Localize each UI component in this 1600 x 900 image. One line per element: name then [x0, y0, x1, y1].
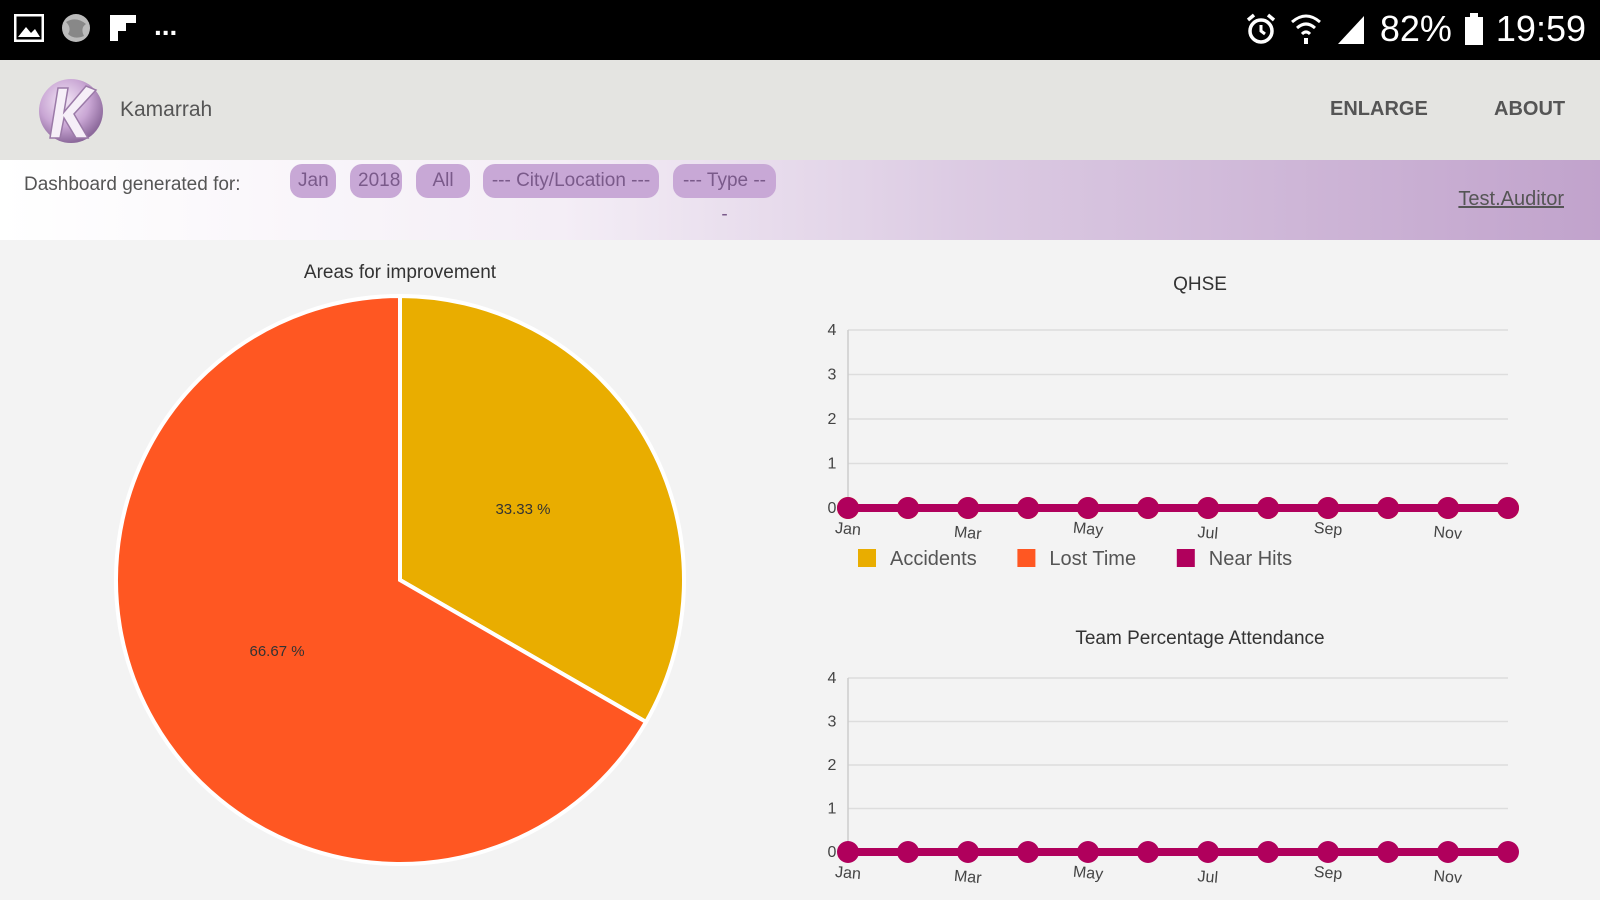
about-button[interactable]: ABOUT	[1494, 98, 1566, 120]
attendance-chart: 0 1 2 3 4 Jan Mar May Jul Sep Nov	[828, 672, 1519, 887]
clock: 19:59	[1495, 8, 1586, 49]
x-tick-label: May	[1072, 864, 1104, 884]
y-tick-label: 4	[828, 672, 837, 687]
y-tick-label: 2	[828, 757, 837, 774]
y-tick-label: 1	[828, 801, 837, 818]
data-point[interactable]	[957, 497, 979, 519]
pie-slice-1[interactable]	[114, 293, 649, 866]
data-point[interactable]	[1437, 841, 1459, 863]
scope-select[interactable]: All	[416, 164, 470, 198]
pie-chart-title: Areas for improvement	[303, 262, 497, 283]
pie-slice-label-0: 33.33 %	[495, 501, 550, 518]
year-select[interactable]: 2018	[350, 164, 402, 198]
y-tick-label: 0	[828, 500, 837, 517]
x-tick-label: Mar	[953, 524, 983, 543]
pie-chart: 33.33 % 66.67 %	[114, 293, 686, 866]
globe-app-icon	[62, 14, 90, 42]
data-point[interactable]	[897, 497, 919, 519]
data-point[interactable]	[1257, 497, 1279, 519]
x-tick-label: Nov	[1433, 868, 1463, 887]
x-tick-label: Jul	[1197, 868, 1219, 887]
pie-slice-label-1: 66.67 %	[250, 643, 305, 660]
y-tick-label: 3	[828, 714, 837, 731]
notification-icons: ...	[14, 10, 178, 44]
data-point[interactable]	[897, 841, 919, 863]
x-tick-label: Jul	[1197, 524, 1219, 543]
attendance-chart-title: Team Percentage Attendance	[1075, 628, 1325, 649]
wifi-icon	[1290, 14, 1321, 44]
data-point[interactable]	[837, 497, 859, 519]
data-point[interactable]	[1137, 841, 1159, 863]
x-tick-label: Jan	[834, 520, 861, 539]
user-link[interactable]: Test.Auditor	[1458, 188, 1564, 210]
data-point[interactable]	[1497, 841, 1519, 863]
legend-label: Lost Time	[1049, 548, 1136, 570]
legend-label: Near Hits	[1209, 548, 1292, 570]
enlarge-button[interactable]: ENLARGE	[1330, 98, 1428, 120]
filter-bar: Dashboard generated for: Jan 2018 All --…	[0, 160, 1600, 240]
x-tick-label: Sep	[1313, 520, 1343, 539]
data-point[interactable]	[1017, 497, 1039, 519]
data-point[interactable]	[1317, 841, 1339, 863]
legend-swatch	[1017, 549, 1036, 567]
filter-label: Dashboard generated for:	[24, 174, 241, 195]
data-point[interactable]	[1257, 841, 1279, 863]
data-point[interactable]	[1197, 497, 1219, 519]
data-point[interactable]	[837, 841, 859, 863]
data-point[interactable]	[1017, 841, 1039, 863]
x-tick-label: May	[1072, 520, 1104, 540]
pie-slice-0[interactable]	[398, 293, 686, 725]
x-tick-label: Mar	[953, 868, 983, 887]
data-point[interactable]	[1317, 497, 1339, 519]
x-tick-label: Nov	[1433, 524, 1463, 543]
month-select[interactable]: Jan	[290, 164, 336, 198]
legend-label: Accidents	[890, 548, 977, 570]
legend-swatch	[858, 549, 876, 567]
alarm-icon	[1246, 13, 1275, 44]
type-select[interactable]: --- Type ---	[673, 164, 776, 225]
data-point[interactable]	[1077, 497, 1099, 519]
y-tick-label: 1	[828, 456, 837, 473]
data-point[interactable]	[1137, 497, 1159, 519]
status-bar: ... 82% 19:59	[0, 0, 1600, 60]
data-point[interactable]	[1377, 841, 1399, 863]
y-tick-label: 4	[828, 322, 837, 339]
app-bar: Kamarrah ENLARGE ABOUT	[0, 60, 1600, 160]
y-tick-label: 2	[828, 411, 837, 428]
flipboard-icon	[110, 15, 136, 41]
data-point[interactable]	[1077, 841, 1099, 863]
more-notifications-icon: ...	[154, 10, 178, 41]
qhse-chart-title: QHSE	[1173, 274, 1227, 295]
y-tick-label: 3	[828, 367, 837, 384]
data-point[interactable]	[1197, 841, 1219, 863]
legend-swatch	[1176, 549, 1195, 567]
y-tick-label: 0	[828, 844, 837, 861]
app-title: Kamarrah	[120, 98, 213, 121]
battery-percent: 82%	[1379, 8, 1452, 49]
gallery-icon	[14, 14, 44, 42]
city-location-select[interactable]: --- City/Location ---	[483, 164, 659, 198]
x-tick-label: Sep	[1313, 864, 1343, 883]
signal-icon	[1337, 16, 1364, 44]
x-tick-label: Jan	[834, 864, 861, 883]
data-point[interactable]	[957, 841, 979, 863]
battery-icon	[1464, 13, 1483, 45]
kamarrah-logo[interactable]	[34, 72, 108, 146]
data-point[interactable]	[1377, 497, 1399, 519]
data-point[interactable]	[1437, 497, 1459, 519]
data-point[interactable]	[1497, 497, 1519, 519]
qhse-chart: 0 1 2 3 4 Jan Mar May Jul Sep Nov Accidents Lost Tim…	[828, 322, 1519, 570]
